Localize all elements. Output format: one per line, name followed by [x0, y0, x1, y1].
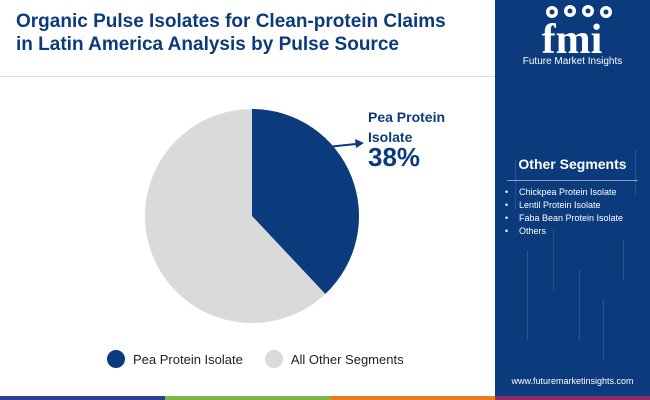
- other-segment-label: Others: [519, 226, 547, 236]
- other-segment-item: • Chickpea Protein Isolate: [505, 187, 617, 197]
- legend-item-pea: Pea Protein Isolate: [107, 350, 243, 368]
- pie-slice-pea-protein-isolate: [252, 109, 359, 294]
- chart-title-line2: in Latin America Analysis by Pulse Sourc…: [16, 34, 399, 55]
- legend-label-other: All Other Segments: [290, 351, 404, 367]
- fmi-logo: fmi: [542, 5, 612, 60]
- title-divider: [0, 76, 495, 77]
- pie-chart: [145, 109, 364, 323]
- footer-bar-segment: [0, 396, 165, 400]
- footer-bar-segment: [165, 396, 330, 400]
- footer-bar-segment: [495, 396, 650, 400]
- other-segment-label: Chickpea Protein Isolate: [519, 187, 617, 197]
- callout-arrow-line: [326, 143, 357, 148]
- other-segment-item: • Lentil Protein Isolate: [505, 200, 601, 210]
- other-segment-label: Lentil Protein Isolate: [519, 200, 601, 210]
- other-segment-label: Faba Bean Protein Isolate: [519, 213, 624, 223]
- callout-percentage: 38%: [368, 142, 421, 172]
- side-panel: fmi Future Market Insights Other Segment…: [495, 0, 650, 400]
- website-url[interactable]: www.futuremarketinsights.com: [511, 376, 634, 386]
- legend-item-other: All Other Segments: [264, 350, 404, 368]
- chart-legend: Pea Protein Isolate All Other Segments: [107, 348, 426, 370]
- legend-label-pea: Pea Protein Isolate: [133, 351, 243, 367]
- legend-swatch-pea: [107, 350, 125, 368]
- chart-title: Organic Pulse Isolates for Clean-protein…: [16, 10, 486, 56]
- other-segments-divider: [507, 180, 638, 181]
- pie-slice-all-other-segments: [145, 109, 326, 323]
- footer-bar-segment: [330, 396, 495, 400]
- other-segments-title: Other Segments: [518, 156, 627, 172]
- other-segments-list: • Chickpea Protein Isolate • Lentil Protei…: [505, 186, 623, 238]
- other-segment-item: • Others: [505, 226, 547, 236]
- legend-swatch-other: [264, 350, 283, 368]
- logo-letters: fmi: [542, 17, 603, 60]
- chart-title-line1: Organic Pulse Isolates for Clean-protein…: [16, 11, 446, 32]
- callout-arrow-head: [355, 139, 364, 148]
- logo-badges: [546, 5, 612, 18]
- callout-label: Pea Protein Isolate: [368, 109, 446, 145]
- logo-caption: Future Market Insights: [522, 56, 623, 67]
- other-segment-item: • Faba Bean Protein Isolate: [505, 213, 624, 223]
